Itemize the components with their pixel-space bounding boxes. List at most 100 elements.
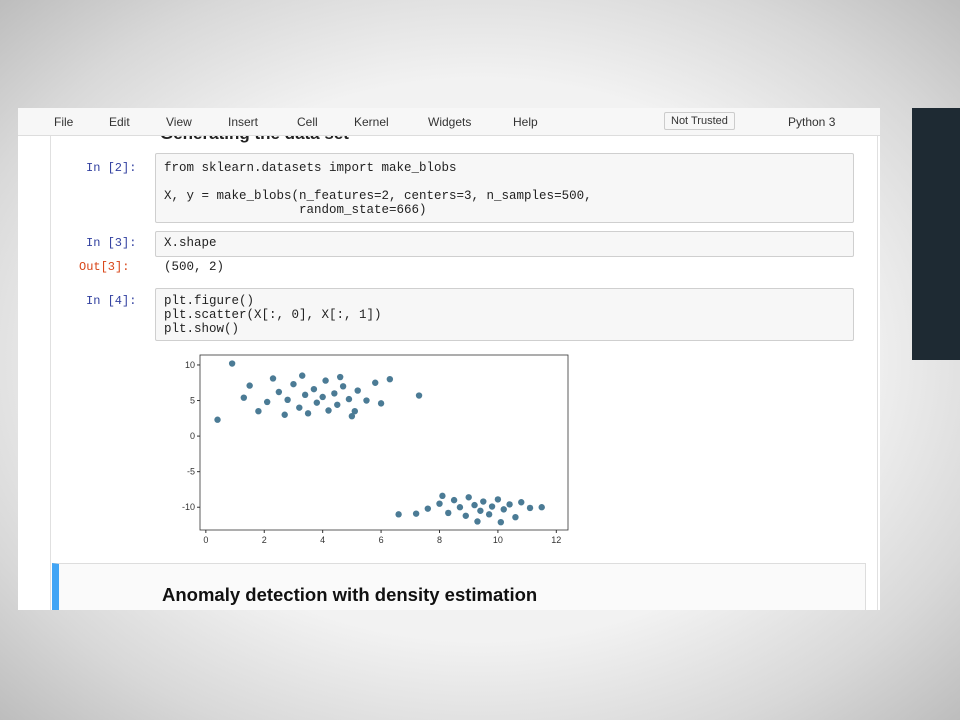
menu-item[interactable]: Kernel: [354, 115, 389, 129]
point: [436, 500, 443, 507]
point: [497, 518, 505, 526]
point: [363, 397, 370, 404]
point: [412, 510, 420, 517]
point: [518, 499, 525, 506]
trust-badge[interactable]: Not Trusted: [664, 112, 735, 130]
point: [319, 393, 326, 401]
x-tick-label: 12: [551, 535, 561, 545]
menu-item[interactable]: File: [54, 115, 74, 129]
menu-item[interactable]: Edit: [109, 115, 130, 129]
menu-item[interactable]: Widgets: [428, 115, 472, 129]
notebook: Generating the data set File Edit View I…: [18, 108, 880, 610]
x-tick-label: 2: [262, 535, 267, 545]
point: [281, 411, 288, 418]
x-tick-label: 10: [493, 535, 503, 545]
point: [526, 504, 534, 512]
code-cell[interactable]: [155, 153, 854, 223]
point: [485, 511, 493, 518]
menu-item[interactable]: Insert: [228, 115, 259, 129]
point: [424, 505, 432, 512]
point: [284, 396, 291, 404]
prompt: In [2]:: [86, 161, 137, 175]
notebook-area: [50, 135, 878, 610]
code-line: random_state=666): [164, 203, 427, 217]
point: [275, 388, 283, 396]
point: [538, 504, 545, 511]
x-tick-label: 8: [437, 535, 442, 545]
output: (500, 2): [164, 260, 225, 274]
menu-bar: File Edit View Insert Cell Kernel Widget…: [18, 108, 880, 136]
point: [228, 360, 236, 367]
point: [415, 392, 423, 399]
point: [310, 385, 318, 393]
y-tick-label: -5: [187, 467, 195, 477]
point: [386, 375, 394, 383]
point: [301, 391, 309, 399]
point: [290, 380, 297, 388]
point: [351, 407, 358, 415]
prompt: In [4]:: [86, 294, 137, 308]
point: [439, 492, 446, 500]
point: [477, 507, 484, 514]
x-tick-label: 6: [379, 535, 384, 545]
y-tick-label: -10: [182, 502, 195, 512]
point: [500, 506, 507, 513]
code-line: plt.show(): [164, 322, 240, 336]
code-cell[interactable]: [155, 231, 854, 257]
x-tick-label: 4: [320, 535, 325, 545]
point: [322, 377, 329, 384]
point: [372, 379, 379, 386]
point: [269, 375, 277, 382]
plot-frame: [199, 354, 569, 531]
point: [450, 496, 458, 504]
markdown-heading: Anomaly detection with density estimatio…: [162, 584, 538, 605]
point: [345, 395, 353, 403]
point: [296, 404, 303, 411]
code-cell[interactable]: [155, 288, 854, 341]
point: [331, 390, 338, 397]
code-line: plt.figure(): [164, 294, 255, 308]
chart: 0 2 4 6 8 10 12 -10 -5 0 5 10: [182, 354, 569, 545]
point: [445, 509, 452, 517]
point: [313, 399, 321, 406]
point: [304, 410, 312, 417]
point: [377, 400, 385, 407]
y-tick-label: 5: [190, 396, 195, 406]
prompt: In [3]:: [86, 236, 137, 250]
side-window: [912, 108, 960, 360]
point: [462, 512, 469, 519]
y-tick-label: 0: [190, 431, 195, 441]
point: [465, 494, 472, 501]
point: [395, 511, 402, 518]
point: [246, 382, 253, 389]
point: [474, 518, 481, 525]
point: [214, 416, 221, 423]
point: [471, 501, 478, 509]
point: [506, 501, 513, 508]
code-line: X.shape: [164, 236, 217, 250]
menu-item[interactable]: View: [166, 115, 192, 129]
point: [480, 498, 487, 505]
code-line: X, y = make_blobs(n_features=2, centers=…: [164, 189, 592, 203]
point: [334, 401, 341, 408]
point: [488, 503, 496, 510]
code-line: plt.scatter(X[:, 0], X[:, 1]): [164, 308, 382, 322]
markdown-cell[interactable]: [52, 563, 866, 610]
point: [299, 372, 306, 379]
x-tick-label: 0: [203, 535, 208, 545]
point: [348, 412, 356, 420]
point: [240, 394, 248, 401]
point: [456, 504, 464, 511]
point: [339, 383, 347, 390]
point: [255, 407, 262, 415]
kernel-name: Python 3: [788, 115, 836, 129]
y-tick-label: 10: [185, 360, 195, 370]
menu-item[interactable]: Help: [513, 115, 538, 129]
point: [512, 513, 519, 521]
point: [336, 373, 344, 381]
menu-item[interactable]: Cell: [297, 115, 318, 129]
code-line: from sklearn.datasets import make_blobs: [164, 161, 457, 175]
point: [263, 398, 271, 406]
out-prompt: Out[3]:: [79, 260, 130, 274]
